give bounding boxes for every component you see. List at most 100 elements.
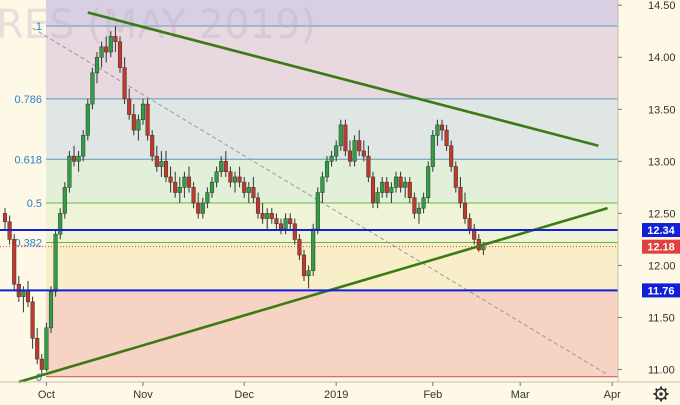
time-axis[interactable]: Oct Nov Dec 2019 Feb Mar Apr [38,382,621,401]
candle [173,171,178,198]
candle-body [81,135,86,157]
candle [274,213,279,229]
candle [426,161,431,203]
candle-body [12,239,17,285]
candle-body [2,213,8,222]
candle [71,145,77,167]
price-tag: 12.34 [642,223,680,238]
candle-body [232,176,238,183]
candle [393,171,399,193]
candle [407,176,412,203]
candle-body [297,239,302,256]
candle-body [389,187,394,193]
candle [145,98,150,141]
chart-watermark: RES (MAY 2019) [0,2,316,48]
candle [127,88,132,120]
candle-body [416,207,422,214]
candle [219,156,224,177]
settings-button[interactable] [653,386,669,402]
price-tag-box [642,283,680,298]
candle [444,124,449,151]
candle [278,218,284,235]
candle [209,176,215,198]
candle-body [320,176,325,193]
candle [370,171,376,209]
candle [384,176,389,198]
candle [265,208,270,229]
candle-body [21,291,26,297]
candle [94,52,100,84]
candle [85,98,90,141]
candle-body [145,103,150,136]
candle [246,182,251,203]
candle-body [173,181,178,193]
candle [113,26,118,53]
candle-body [380,181,385,193]
candle [117,36,123,73]
candle-body [214,171,219,183]
candle [430,130,435,172]
candle [260,202,265,224]
candle [472,223,477,245]
candle [361,140,366,162]
candle-body [458,187,463,204]
candle-body [58,213,63,235]
candle [435,119,440,146]
candle-body [366,155,371,178]
price-tag-label: 11.76 [648,285,675,297]
candle-body [435,124,440,136]
candle-body [352,140,357,162]
candle-body [67,155,72,188]
candle [375,187,380,209]
candle-body [278,223,284,230]
trendline[interactable] [87,11,599,147]
candle [30,296,35,349]
horizontal-levels[interactable] [0,229,618,292]
candle [389,182,394,203]
candle [403,176,408,198]
trendlines[interactable] [18,11,608,384]
candle-body [357,140,362,152]
candle [191,182,196,209]
candle-body [260,213,265,219]
candle-body [219,161,224,172]
candle-body [324,161,330,178]
candle-body [186,176,192,188]
candle [288,213,293,229]
candle-body [375,192,380,204]
candle-body [209,181,215,193]
candle-body [71,155,77,162]
candle [306,265,311,289]
fib-level-label: 0 [36,372,42,384]
candle [159,150,164,177]
candle-body [39,358,44,370]
candle-body [444,129,449,146]
candle [292,218,297,245]
price-tick-label: 14.00 [648,52,676,64]
candle-body [242,181,247,193]
fib-band [46,26,618,99]
candle-body [150,135,155,157]
price-tick-label: 11.50 [648,312,675,324]
trendline[interactable] [18,206,608,384]
price-tag-box [642,223,680,238]
candle-body [338,124,343,146]
candle [251,176,256,203]
candle [58,208,63,240]
candle [232,171,238,193]
candle-body [237,176,242,183]
candle-body [251,187,256,199]
candle [338,119,343,151]
candle-body [30,301,35,339]
candle [458,176,463,209]
candle-body [76,155,81,162]
candle [53,228,58,297]
fib-band-top [46,0,618,27]
price-axis[interactable]: 11.00 11.50 12.00 12.50 13.00 13.50 14.00 14.50 [618,0,676,377]
candle [416,202,422,224]
candle-body [370,176,376,204]
candle-body [403,181,408,188]
candle-body [44,327,49,370]
candle-body [117,41,123,68]
